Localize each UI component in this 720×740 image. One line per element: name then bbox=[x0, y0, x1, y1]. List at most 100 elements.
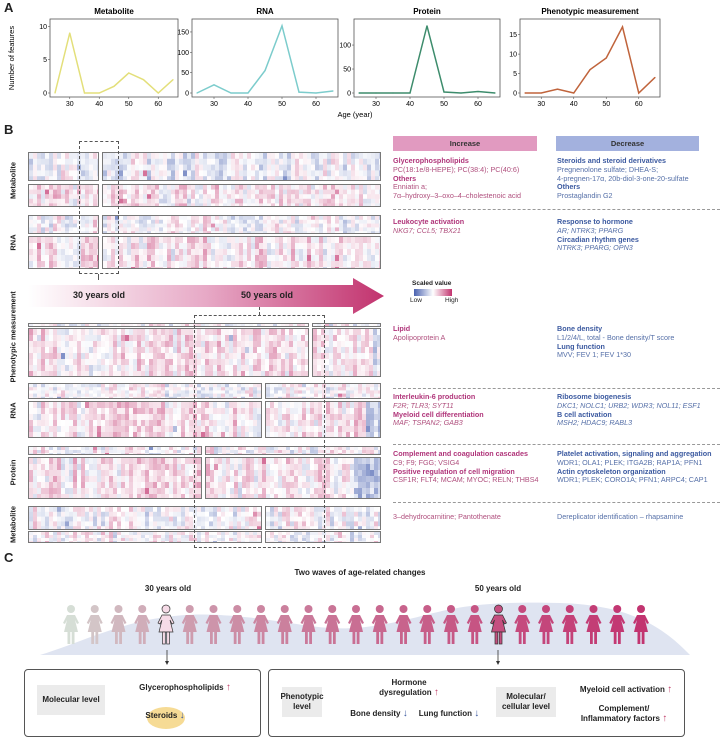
heatmap-cell bbox=[133, 458, 137, 464]
heatmap-cell bbox=[221, 447, 226, 450]
heatmap-cell bbox=[354, 216, 359, 220]
heatmap-cell bbox=[334, 261, 339, 267]
heatmap-cell bbox=[137, 371, 141, 376]
heatmap-cell bbox=[81, 397, 85, 399]
heatmap-cell bbox=[326, 189, 331, 195]
heatmap-cell bbox=[194, 189, 199, 195]
heatmap-cell bbox=[361, 453, 366, 454]
heatmap-cell bbox=[266, 198, 271, 204]
heatmap-cell bbox=[37, 170, 41, 177]
heatmap-cell bbox=[226, 255, 231, 261]
heatmap-cell bbox=[372, 347, 377, 353]
heatmap-cell bbox=[309, 402, 314, 408]
heatmap-cell bbox=[122, 203, 127, 206]
heatmap-cell bbox=[322, 243, 327, 249]
heatmap-cell bbox=[53, 255, 57, 261]
heatmap-cell bbox=[157, 347, 161, 353]
heatmap-cell bbox=[273, 396, 278, 398]
heatmap-cell bbox=[370, 176, 375, 180]
heatmap-cell bbox=[241, 470, 246, 476]
heatmap-cell bbox=[294, 261, 299, 267]
heatmap-cell bbox=[369, 470, 374, 476]
heatmap-cell bbox=[346, 267, 351, 268]
y-tick-label: 150 bbox=[177, 29, 189, 36]
heatmap-cell bbox=[337, 488, 342, 494]
heatmap-cell bbox=[277, 453, 282, 454]
heatmap-cell bbox=[341, 453, 346, 454]
heatmap-cell bbox=[69, 223, 73, 228]
heatmap-cell bbox=[230, 223, 235, 228]
heatmap-cell bbox=[129, 432, 133, 438]
heatmap-cell bbox=[105, 324, 109, 326]
heatmap-cell bbox=[262, 194, 267, 199]
heatmap-cell bbox=[49, 494, 53, 498]
heatmap-cell bbox=[221, 408, 225, 414]
heatmap-cell bbox=[101, 394, 105, 397]
heatmap-cell bbox=[217, 341, 221, 347]
heatmap-cell bbox=[381, 371, 382, 377]
heatmap-cell bbox=[45, 164, 49, 171]
y-tick-label: 100 bbox=[177, 50, 189, 57]
heatmap-cell bbox=[246, 185, 251, 190]
heatmap-cell bbox=[130, 249, 135, 255]
heatmap-cell bbox=[29, 387, 33, 391]
heatmap-cell bbox=[165, 426, 169, 432]
heatmap-cell bbox=[358, 176, 363, 180]
heatmap-cell bbox=[356, 335, 361, 341]
heatmap-cell bbox=[137, 414, 141, 420]
heatmap-cell bbox=[289, 371, 293, 376]
heatmap-cell bbox=[97, 347, 101, 353]
heatmap-cell bbox=[33, 203, 37, 206]
heatmap-cell bbox=[93, 447, 97, 450]
heatmap-cell bbox=[222, 223, 227, 228]
heatmap-cell bbox=[185, 387, 189, 391]
heatmap-cell bbox=[257, 371, 261, 376]
heatmap-cell bbox=[331, 216, 335, 220]
heatmap-cell bbox=[253, 359, 257, 365]
heatmap-cell bbox=[214, 158, 219, 165]
heatmap-cell bbox=[186, 249, 191, 255]
heatmap-cell bbox=[352, 329, 357, 335]
heatmap-cell bbox=[53, 231, 57, 234]
heatmap-cell bbox=[113, 365, 117, 371]
heatmap-cell bbox=[285, 426, 290, 432]
heatmap-cell bbox=[222, 176, 227, 180]
heatmap-cell bbox=[105, 341, 109, 347]
heatmap-cell bbox=[53, 384, 57, 388]
heatmap-cell bbox=[118, 189, 123, 195]
heatmap-cell bbox=[293, 450, 298, 453]
heatmap-cell bbox=[294, 189, 299, 195]
heatmap-cell bbox=[353, 432, 358, 437]
heatmap-cell bbox=[350, 237, 355, 243]
heatmap-cell bbox=[33, 267, 37, 269]
heatmap-cell bbox=[177, 387, 181, 391]
heatmap-cell bbox=[117, 359, 121, 365]
heatmap-cell bbox=[277, 420, 282, 426]
heatmap-cell bbox=[226, 227, 231, 232]
heatmap-cell bbox=[306, 216, 311, 220]
heatmap-cell bbox=[65, 511, 69, 517]
heatmap-cell bbox=[254, 194, 259, 199]
heatmap-cell bbox=[310, 198, 315, 204]
heatmap-cell bbox=[45, 432, 49, 437]
heatmap-cell bbox=[85, 393, 89, 397]
heatmap-cell bbox=[293, 402, 298, 408]
heatmap-cell bbox=[352, 347, 357, 353]
heatmap-cell bbox=[49, 185, 53, 190]
heatmap-cell bbox=[41, 261, 45, 267]
heatmap-cell bbox=[269, 335, 273, 341]
heatmap-cell bbox=[197, 494, 201, 498]
heatmap-cell bbox=[189, 387, 193, 390]
heatmap-cell bbox=[274, 231, 279, 233]
heatmap-cell bbox=[297, 359, 301, 365]
heatmap-cell bbox=[299, 216, 303, 220]
heatmap-cell bbox=[201, 324, 205, 326]
heatmap-cell bbox=[145, 329, 149, 335]
heatmap-cell bbox=[210, 249, 215, 255]
heatmap-cell bbox=[257, 450, 262, 453]
heatmap-cell bbox=[217, 329, 221, 335]
heatmap-cell bbox=[265, 384, 270, 388]
heatmap-cell bbox=[370, 153, 375, 159]
heatmap-cell bbox=[97, 324, 101, 326]
heatmap-cell bbox=[346, 237, 351, 243]
